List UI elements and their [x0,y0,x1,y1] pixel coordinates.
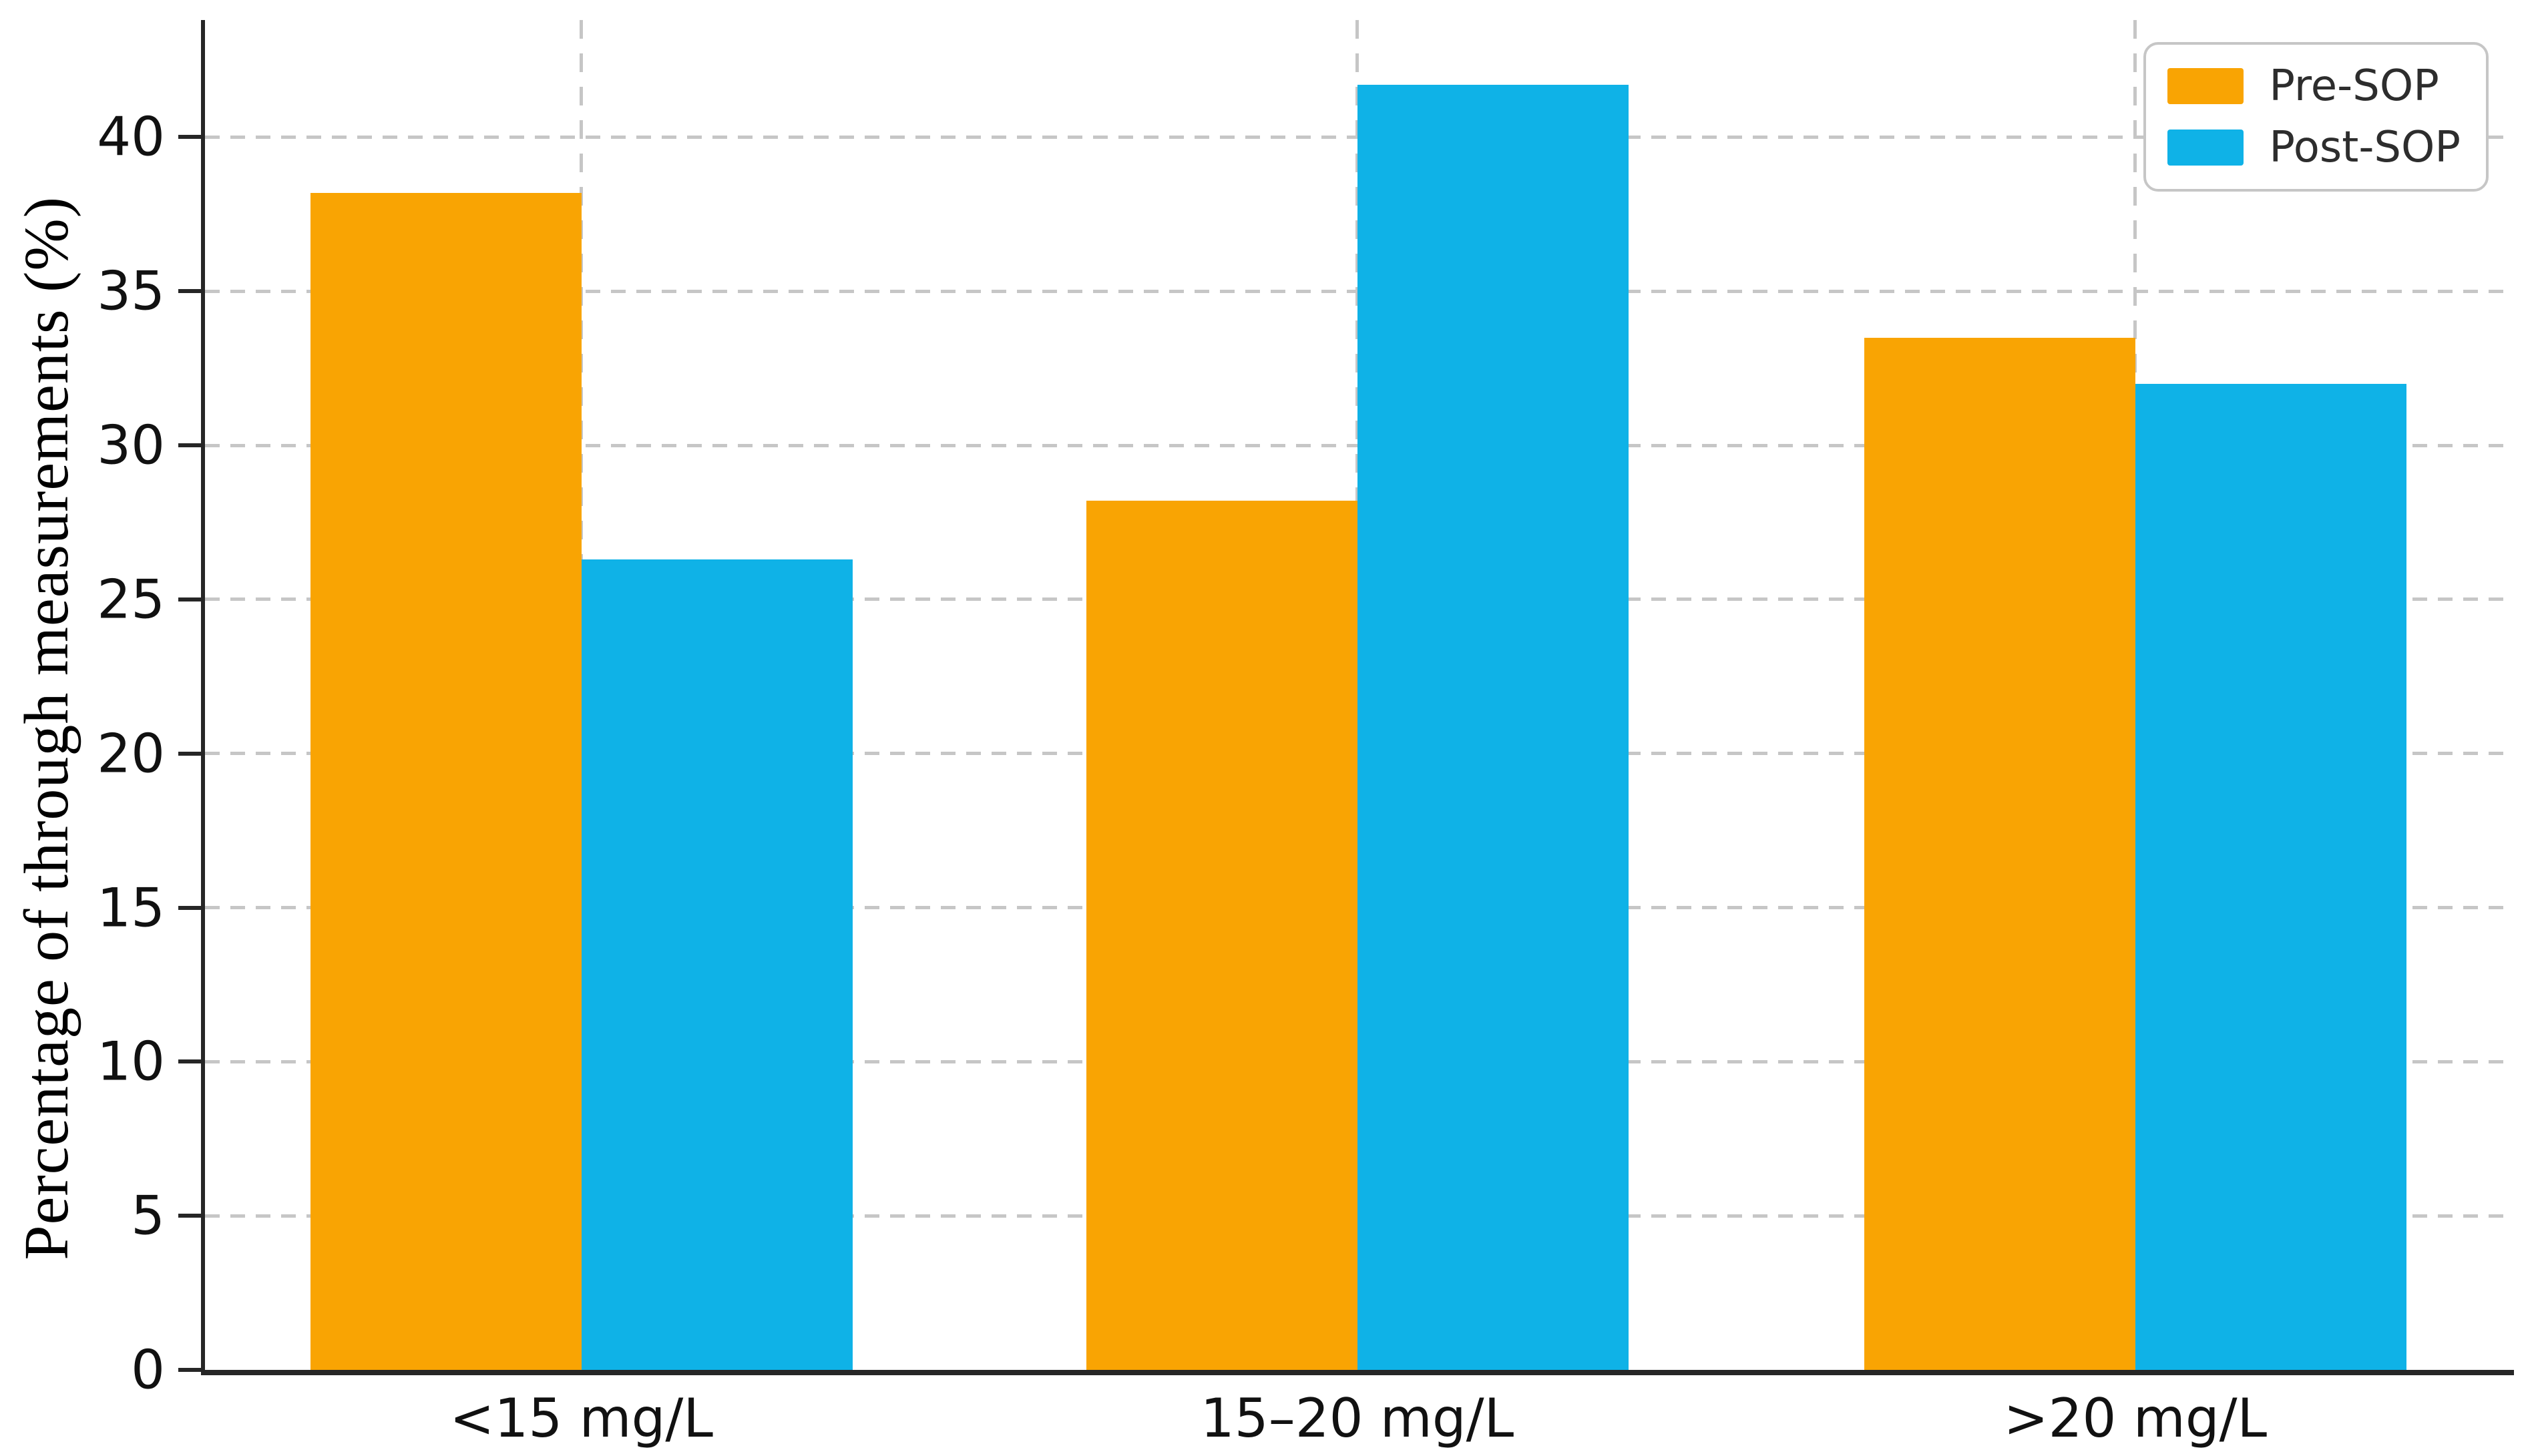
x-axis-line [201,1370,2514,1375]
y-tick-mark-10 [178,1059,201,1064]
y-tick-label-0: 0 [131,1339,165,1401]
y-tick-label-35: 35 [97,260,165,322]
post-sop-swatch [2167,130,2244,166]
bar-post-sop-2 [2135,383,2406,1370]
y-tick-label-15: 15 [97,877,165,939]
pre-sop-swatch [2167,68,2244,104]
plot-area: Pre-SOP Post-SOP 0 5 10 15 20 25 30 35 40 <15 mg/… [97,20,2514,1449]
y-tick-label-5: 5 [131,1184,165,1247]
y-tick-mark-5 [178,1214,201,1218]
y-tick-mark-30 [178,443,201,448]
y-tick-label-30: 30 [97,414,165,477]
bar-post-sop-0 [581,559,853,1370]
bar-pre-sop-1 [1086,501,1357,1370]
bar-post-sop-1 [1357,84,1629,1370]
y-tick-mark-0 [178,1368,201,1372]
legend-label-pre-sop: Pre-SOP [2269,61,2439,111]
x-category-label: 15–20 mg/L [1200,1387,1514,1449]
y-tick-label-25: 25 [97,568,165,631]
y-axis-line [201,20,205,1370]
y-tick-label-10: 10 [97,1030,165,1093]
legend: Pre-SOP Post-SOP [2143,42,2489,192]
y-tick-mark-35 [178,289,201,294]
y-tick-mark-25 [178,597,201,601]
bar-pre-sop-2 [1864,337,2135,1370]
legend-item-pre-sop: Pre-SOP [2167,65,2461,107]
bar-pre-sop-0 [310,192,582,1370]
legend-item-post-sop: Post-SOP [2167,126,2461,169]
y-tick-mark-40 [178,135,201,140]
y-tick-label-40: 40 [97,105,165,168]
x-category-label: <15 mg/L [449,1387,713,1449]
x-category-label: >20 mg/L [2003,1387,2268,1449]
y-tick-label-20: 20 [97,722,165,785]
y-tick-mark-20 [178,751,201,756]
y-tick-mark-15 [178,905,201,910]
legend-label-post-sop: Post-SOP [2269,123,2461,172]
